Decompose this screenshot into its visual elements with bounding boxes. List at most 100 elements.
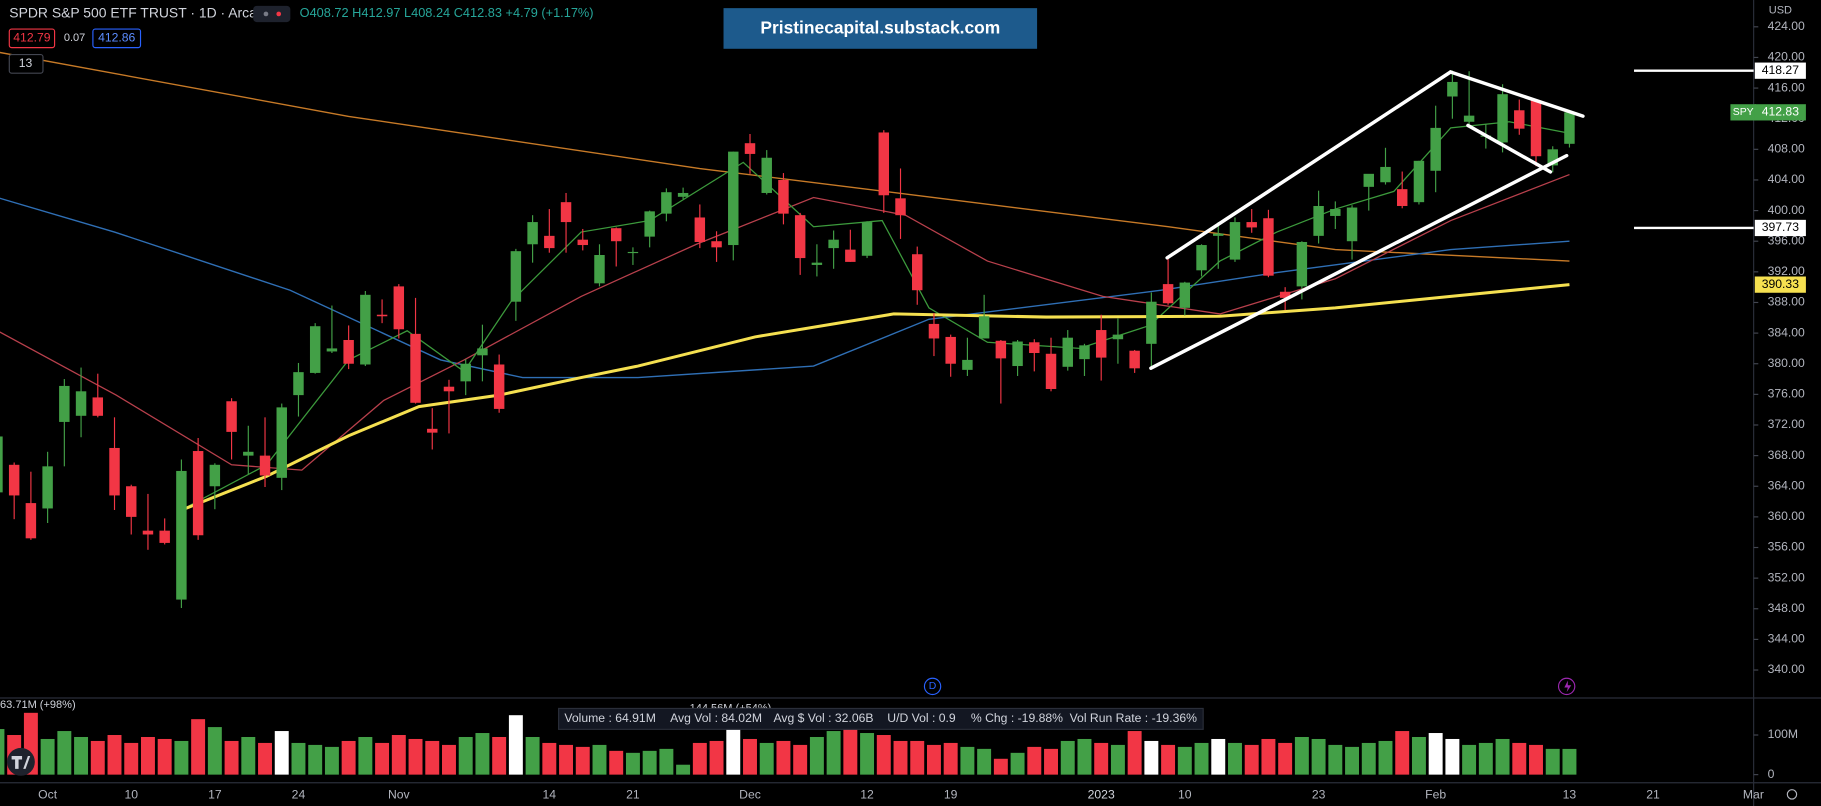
volume-bar [1161,744,1176,775]
candle-body [1363,173,1374,187]
indicators-box[interactable] [8,54,44,74]
volume-bar [525,736,540,775]
x-tick-label: 17 [208,788,222,802]
y-tick-label: 384.00 [1768,325,1805,339]
volume-bar [826,731,841,775]
volume-bar [1060,740,1075,775]
volume-bar [809,736,824,775]
ohlc-label: H [352,5,361,20]
volume-bar [425,740,440,775]
ohlc-label: C [454,5,463,20]
volume-bar [1495,738,1510,775]
volume-bar [625,752,640,775]
candle-body [460,363,471,382]
volume-bar [90,740,105,775]
last-price-tag [1754,104,1806,121]
y-tick-label: 388.00 [1768,295,1805,309]
candle-body [1564,112,1575,144]
x-tick-label: 13 [1563,788,1577,802]
icon-box [253,5,291,23]
logo[interactable] [6,747,35,776]
volume-bar [1395,731,1410,775]
candle-body [1179,282,1191,308]
volume-bar [676,764,691,775]
y-tick-label: 352.00 [1768,570,1805,584]
candle-body [811,262,823,265]
y-tick-label: 396.00 [1768,233,1805,247]
y-tick-label: 360.00 [1768,509,1805,523]
x-tick-label: 24 [292,788,306,802]
ohlc-value: 412.97 [361,5,400,20]
volume-bar [1294,736,1309,775]
candle-body [1162,284,1174,304]
dividend-marker[interactable] [923,677,942,696]
settings-icon[interactable] [1786,789,1798,800]
volume-bar [743,738,757,775]
candle-body [176,470,187,600]
volume-bar [709,740,724,775]
candle-body [627,251,639,254]
volume-bar [274,731,289,775]
candle-body [1246,222,1257,228]
volume-bar [876,735,891,775]
candle-body [42,466,53,509]
candle-body [878,132,890,196]
moving-average [0,51,1570,262]
candle-body [159,530,170,543]
x-tick-label: 21 [1646,788,1660,802]
candle-body [510,251,522,302]
candle-body [1196,245,1207,271]
earnings-marker[interactable] [1557,677,1576,696]
candle-body [1129,350,1140,369]
stat: Vol Run Rate : -19.36% [1070,711,1198,725]
indicators-count[interactable]: 13 [19,56,33,70]
candle-body [1514,110,1525,129]
volume-bar [442,744,456,775]
ask-box[interactable] [92,28,142,49]
candle-body [995,340,1007,359]
volume-bar [1345,746,1360,775]
candle-body [427,428,438,433]
volume-bar [341,740,356,775]
x-tick-label: 10 [1178,788,1192,802]
y-tick-label: 424.00 [1768,19,1805,33]
candle-body [493,364,505,409]
candle-body [711,241,722,248]
bid[interactable]: 412.79 [13,31,50,45]
volume-bar [508,715,523,775]
candle-body [1062,337,1073,367]
stat: Avg $ Vol : 32.06B [773,711,873,725]
volume-bar [492,736,507,775]
stat: % Chg : -19.88% [971,711,1063,725]
ask[interactable]: 412.86 [98,31,135,45]
x-tick-label: 21 [626,788,640,802]
candle-body [928,323,940,339]
stat: Volume : 64.91M [564,711,655,725]
volume-bar [893,740,908,775]
candle-body [1079,345,1090,360]
dividend-marker-label[interactable]: D [929,681,937,692]
y-tick-label: 380.00 [1768,356,1805,370]
volume-bar [542,742,557,775]
candle-body [1213,233,1224,236]
volume-bar [358,736,373,775]
candle-body [1530,100,1542,157]
x-tick-label: Oct [38,788,58,802]
candle-body [309,326,321,373]
volume-bar [1512,742,1527,775]
ohlc: O408.72 H412.97 L408.24 C412.83 +4.79 (+… [300,5,594,20]
y-tick-label: 368.00 [1768,448,1805,462]
candle-body [527,222,538,245]
volume-bar [1094,742,1109,775]
volume-bar [1027,746,1042,775]
icon [276,11,282,17]
y-tick-label: 344.00 [1768,632,1805,646]
symbol-tag [1730,104,1756,121]
candle-body [744,143,756,154]
volume-bar [1478,742,1493,775]
volume-bar [726,717,741,775]
candle-body [962,359,973,370]
volume-stats: Volume : 64.91M Avg Vol : 84.02M Avg $ V… [564,711,1197,725]
candle-body [1029,342,1040,354]
bid-box[interactable] [8,28,56,49]
